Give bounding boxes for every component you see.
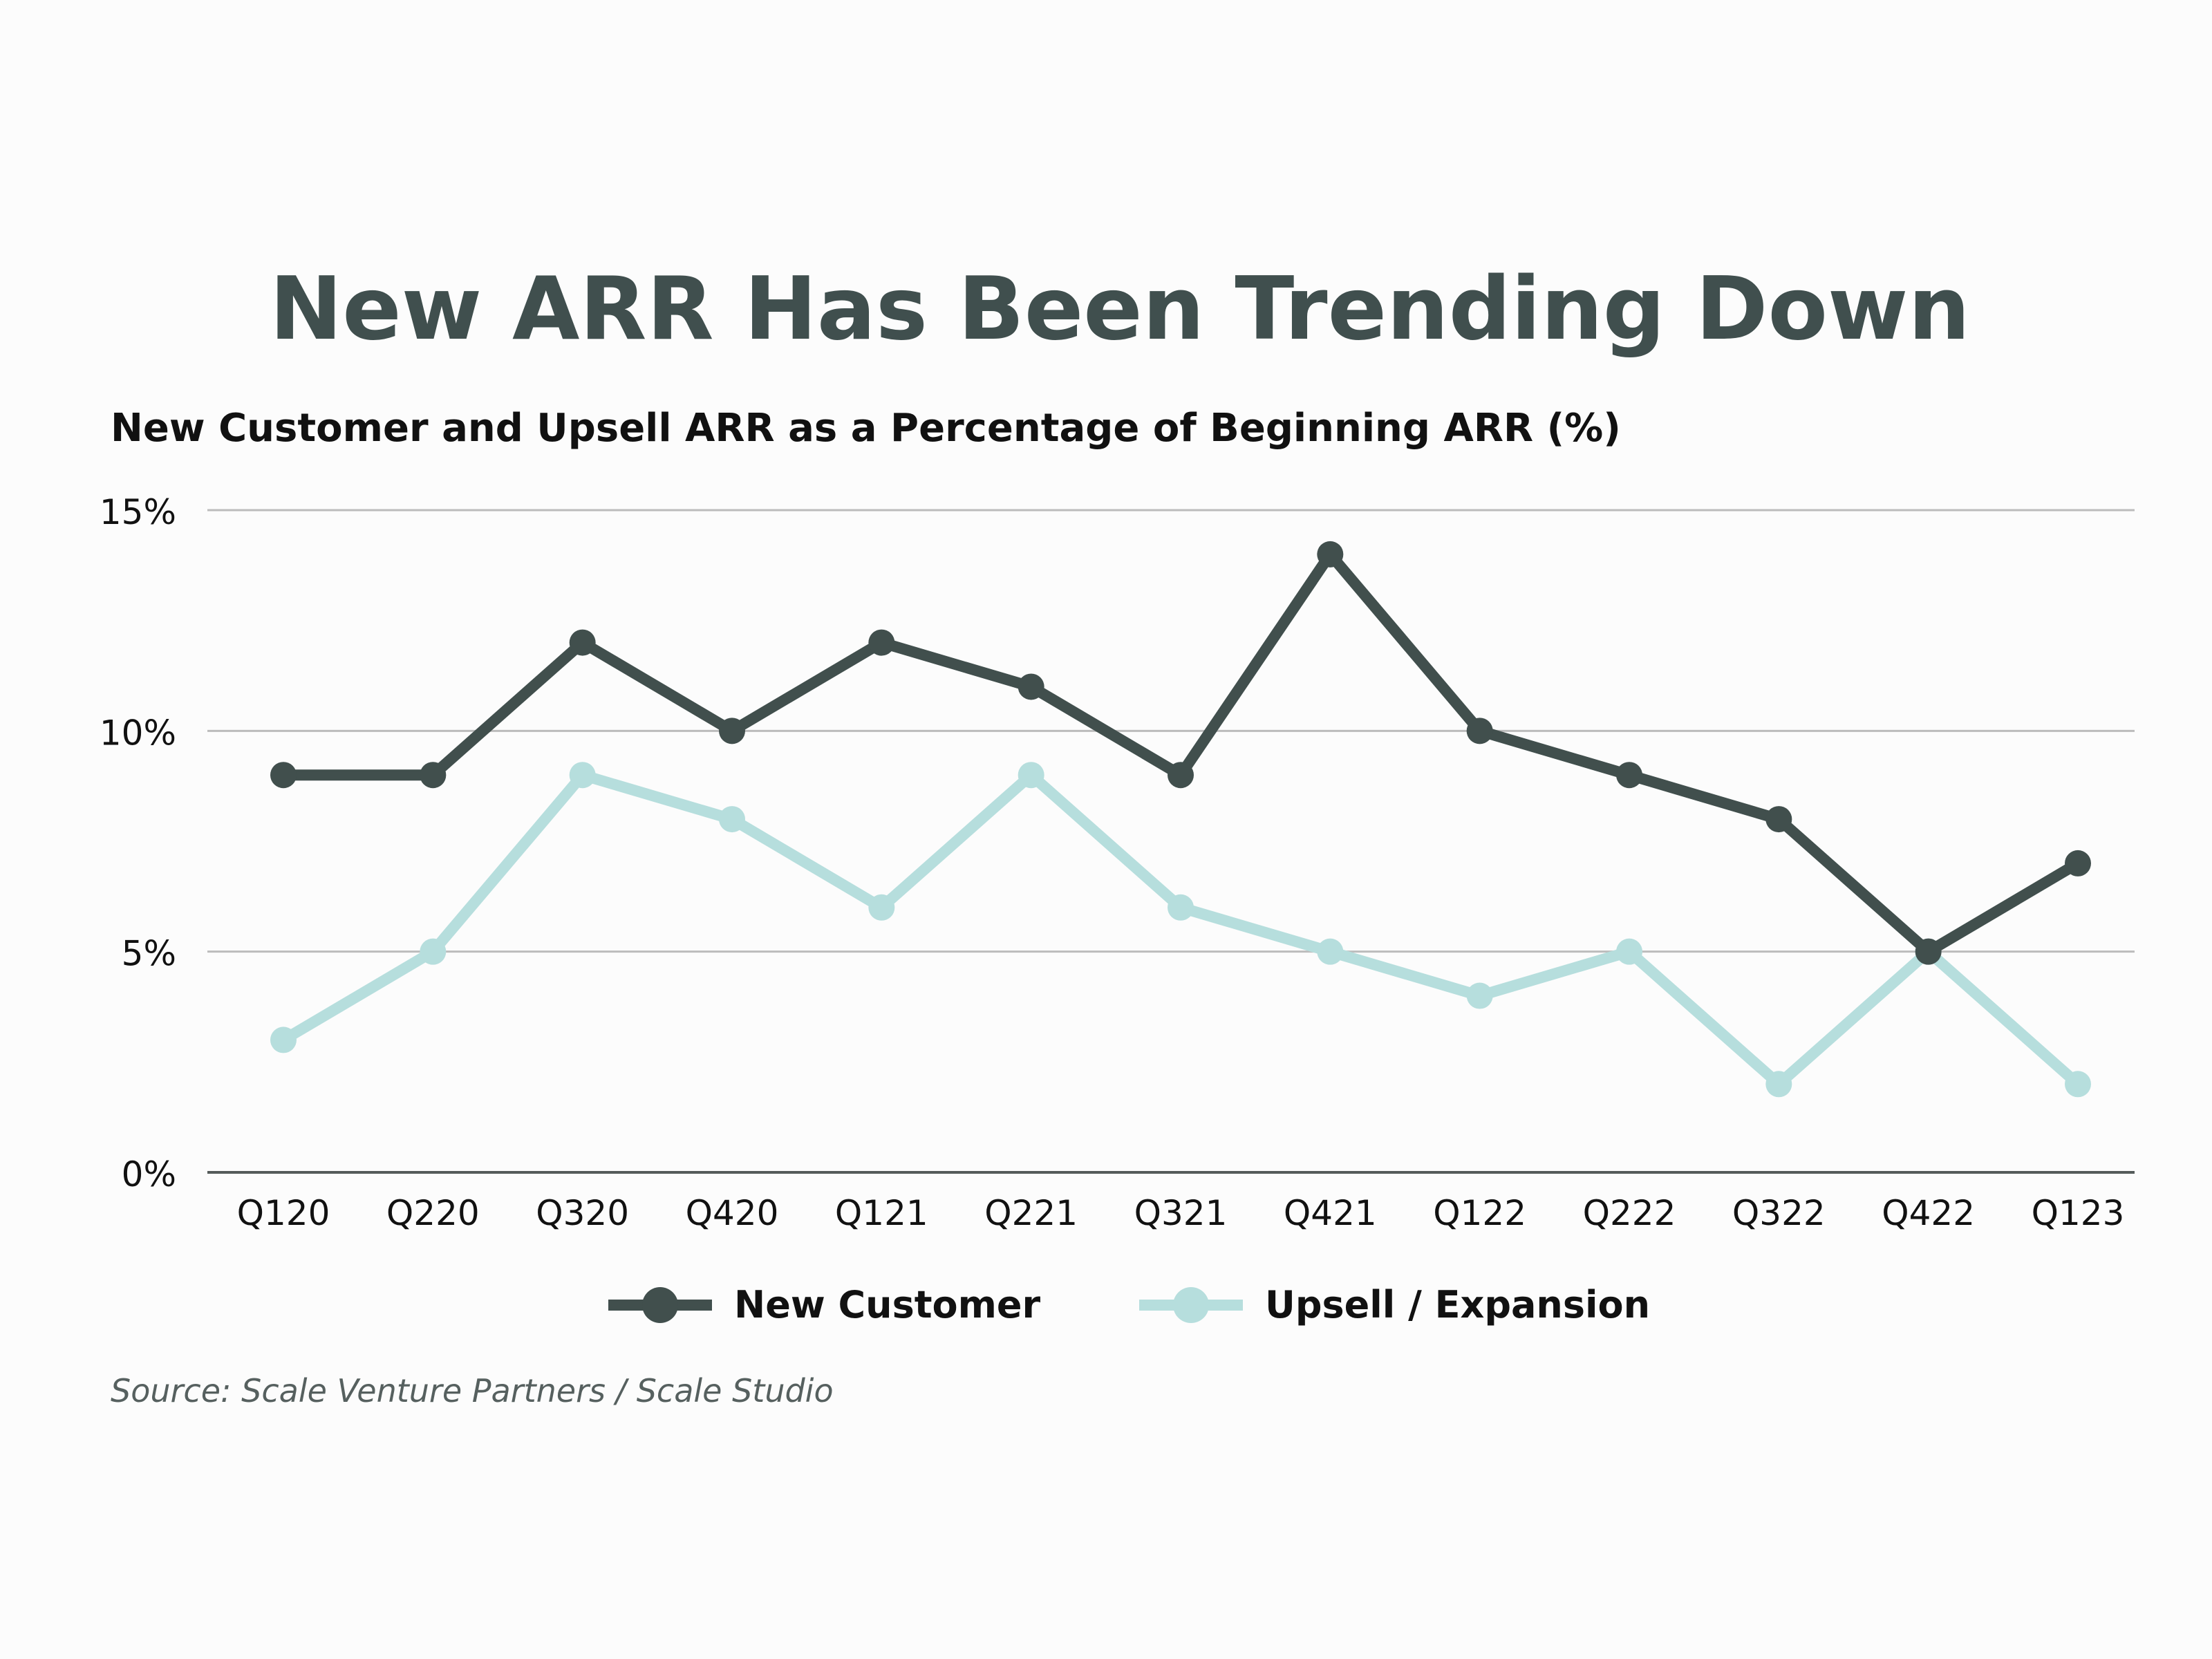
x-tick-label: Q120 — [237, 1193, 330, 1233]
series-upsell-expansion — [270, 762, 2091, 1098]
legend-label: New Customer — [734, 1283, 1041, 1327]
x-tick-label: Q322 — [1732, 1193, 1826, 1233]
y-tick-label: 10% — [100, 713, 176, 753]
legend-swatch-marker — [1173, 1287, 1209, 1323]
data-point — [1915, 938, 1942, 965]
x-tick-label: Q123 — [2032, 1193, 2125, 1233]
data-point — [2065, 850, 2091, 877]
y-axis-ticks: 0% 5% 10% 15% — [100, 492, 176, 1194]
data-point — [1317, 938, 1344, 965]
data-point — [1168, 894, 1194, 921]
data-point — [1466, 982, 1493, 1009]
data-point — [719, 718, 745, 744]
x-axis-ticks: Q120 Q220 Q320 Q420 Q121 Q221 Q321 Q421 Q122 Q222… — [237, 1193, 2125, 1233]
legend: New Customer Upsell / Expansion — [608, 1283, 1650, 1327]
x-tick-label: Q122 — [1433, 1193, 1526, 1233]
data-point — [868, 894, 895, 921]
data-point — [1466, 718, 1493, 744]
x-tick-label: Q220 — [386, 1193, 480, 1233]
data-point — [1616, 762, 1642, 789]
series-new-customer — [270, 541, 2091, 965]
gridlines — [207, 509, 2135, 1174]
data-point — [1168, 762, 1194, 789]
data-point — [569, 762, 596, 789]
legend-label: Upsell / Expansion — [1265, 1283, 1650, 1327]
x-tick-label: Q421 — [1284, 1193, 1377, 1233]
data-point — [1018, 673, 1044, 700]
data-point — [868, 629, 895, 656]
y-tick-label: 15% — [100, 492, 176, 532]
x-tick-label: Q420 — [686, 1193, 779, 1233]
data-point — [270, 762, 297, 789]
legend-item: New Customer — [608, 1283, 1041, 1327]
chart-subtitle: New Customer and Upsell ARR as a Percent… — [111, 406, 1621, 451]
y-tick-label: 0% — [122, 1154, 176, 1194]
x-tick-label: Q422 — [1882, 1193, 1975, 1233]
series-lines — [270, 541, 2091, 1098]
data-point — [1616, 938, 1642, 965]
data-point — [1765, 806, 1792, 833]
x-tick-label: Q321 — [1134, 1193, 1228, 1233]
legend-swatch-marker — [642, 1287, 678, 1323]
data-point — [569, 629, 596, 656]
chart-title: New ARR Has Been Trending Down — [270, 258, 1970, 359]
data-point — [270, 1027, 297, 1053]
x-tick-label: Q320 — [536, 1193, 629, 1233]
source-note: Source: Scale Venture Partners / Scale S… — [111, 1372, 834, 1409]
data-point — [420, 938, 447, 965]
data-point — [1317, 541, 1344, 568]
data-point — [1765, 1071, 1792, 1098]
legend-item: Upsell / Expansion — [1139, 1283, 1650, 1327]
data-point — [420, 762, 447, 789]
data-point — [1018, 762, 1044, 789]
y-tick-label: 5% — [122, 934, 176, 974]
x-tick-label: Q221 — [984, 1193, 1078, 1233]
series-line — [278, 548, 2083, 957]
data-point — [719, 806, 745, 833]
x-tick-label: Q121 — [835, 1193, 928, 1233]
x-tick-label: Q222 — [1583, 1193, 1676, 1233]
series-line — [278, 769, 2083, 1090]
data-point — [2065, 1071, 2091, 1098]
